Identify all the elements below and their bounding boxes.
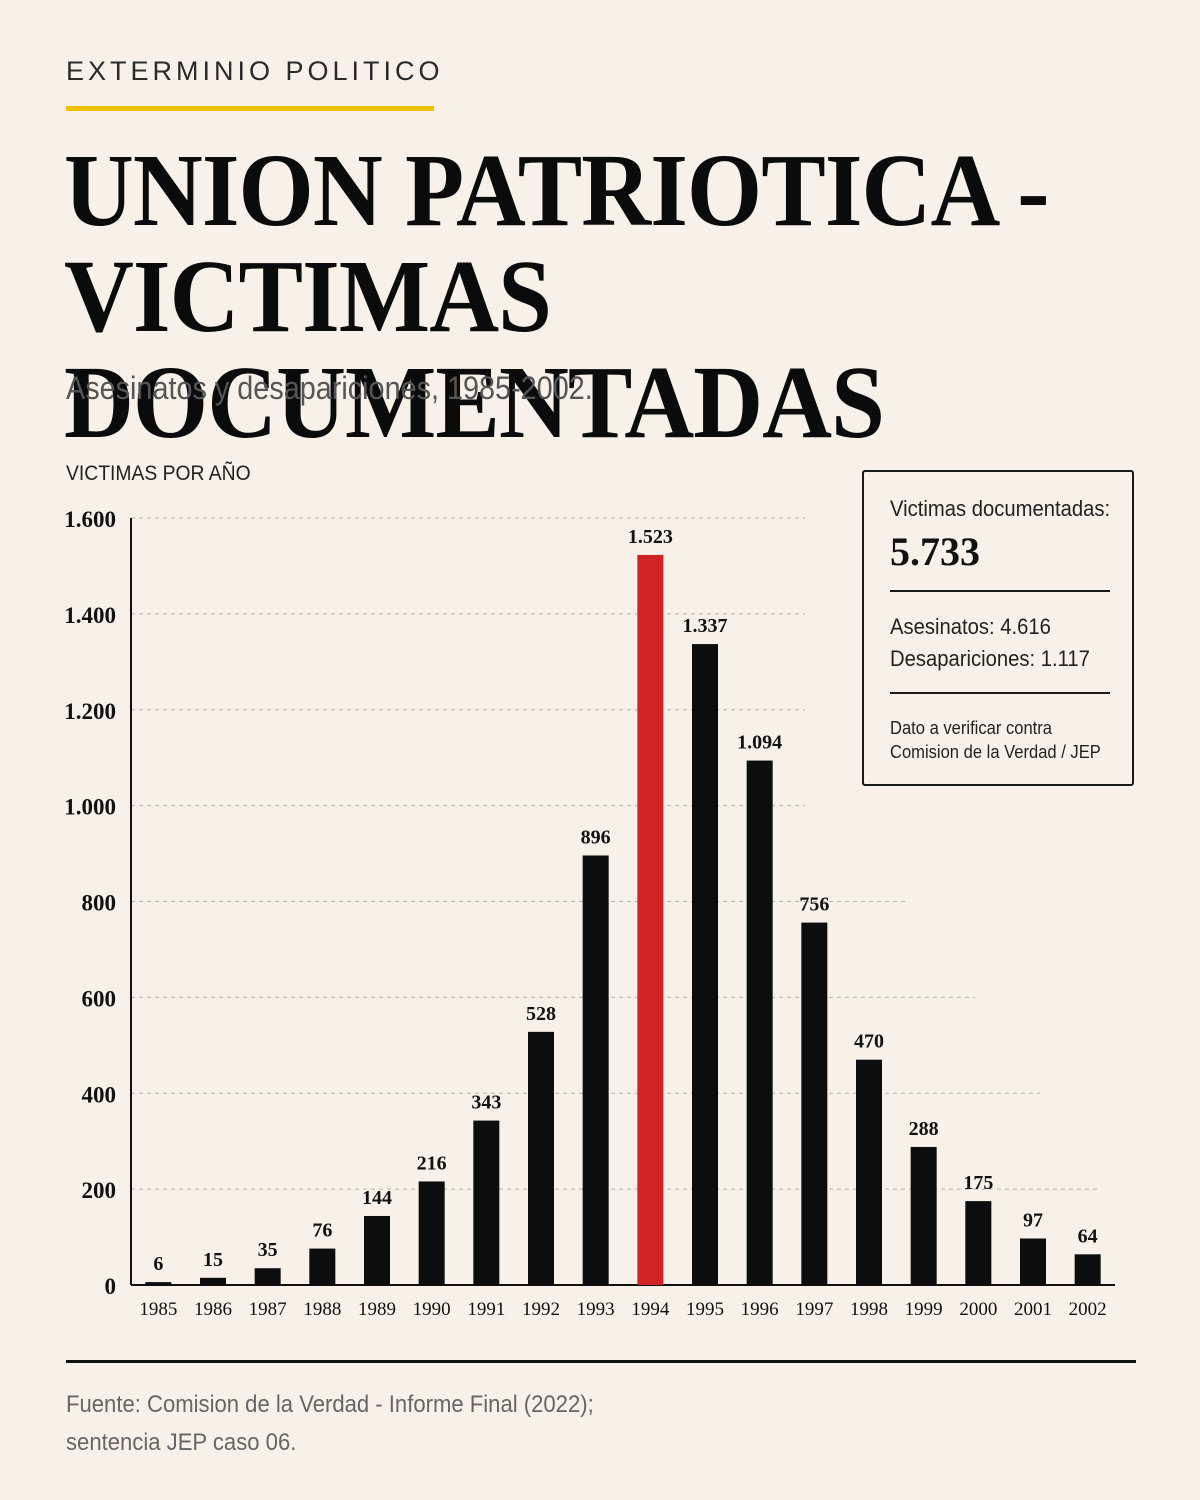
x-tick-label: 1990	[413, 1299, 451, 1320]
y-tick-label: 1.600	[64, 507, 116, 532]
bar	[418, 1181, 445, 1285]
source-note: Fuente: Comision de la Verdad - Informe …	[66, 1386, 594, 1462]
source-line-1: Fuente: Comision de la Verdad - Informe …	[66, 1391, 594, 1418]
x-tick-label: 2002	[1069, 1299, 1107, 1320]
callout-note-line-2: Comision de la Verdad / JEP	[890, 742, 1101, 762]
x-tick-label: 1996	[741, 1299, 779, 1320]
y-tick-label: 400	[82, 1082, 117, 1107]
data-label: 756	[799, 894, 829, 916]
bar	[965, 1201, 992, 1285]
callout-divider	[890, 590, 1110, 592]
x-tick-label: 1986	[194, 1299, 232, 1320]
data-label: 1.523	[628, 526, 673, 548]
data-label: 35	[258, 1239, 278, 1261]
y-tick-label: 1.200	[64, 699, 116, 724]
x-tick-label: 1993	[577, 1299, 615, 1320]
y-axis-label: VICTIMAS POR AÑO	[66, 462, 251, 485]
bar	[1020, 1238, 1046, 1285]
bar	[582, 855, 609, 1285]
x-tick-label: 1998	[850, 1299, 888, 1320]
data-label: 175	[963, 1172, 993, 1194]
data-label: 528	[526, 1003, 556, 1025]
data-label: 288	[909, 1118, 939, 1140]
bar	[254, 1268, 281, 1285]
data-label: 470	[854, 1031, 884, 1053]
callout-total: 5.733	[890, 529, 980, 574]
x-tick-label: 1985	[139, 1299, 177, 1320]
bar	[528, 1031, 554, 1285]
data-label: 97	[1023, 1210, 1043, 1232]
data-label: 76	[312, 1220, 332, 1242]
x-tick-label: 2001	[1014, 1299, 1052, 1320]
data-label: 216	[417, 1152, 447, 1174]
bar	[801, 922, 828, 1285]
source-line-2: sentencia JEP caso 06.	[66, 1429, 297, 1456]
x-tick-label: 1997	[795, 1299, 833, 1320]
bar	[746, 760, 773, 1285]
data-label: 1.094	[737, 732, 782, 754]
data-label: 343	[471, 1092, 501, 1114]
callout-label: Victimas documentadas:	[890, 496, 1111, 521]
y-tick-label: 0	[105, 1274, 117, 1299]
x-tick-label: 2000	[959, 1299, 997, 1320]
x-tick-label: 1994	[631, 1299, 670, 1320]
data-label: 6	[153, 1253, 163, 1275]
data-label: 1.337	[683, 615, 728, 637]
y-tick-label: 1.000	[64, 795, 116, 820]
x-tick-label: 1991	[467, 1299, 505, 1320]
y-tick-label: 600	[82, 986, 117, 1011]
bar	[856, 1059, 882, 1285]
callout-divider	[890, 692, 1110, 694]
subtitle: Asesinatos y desapariciones, 1985-2002.	[66, 370, 593, 406]
data-label: 144	[362, 1187, 392, 1209]
callout-murders: Asesinatos: 4.616	[890, 614, 1051, 639]
page-title: UNION PATRIOTICA - VICTIMAS DOCUMENTADAS	[64, 138, 1087, 456]
callout-note-line-1: Dato a verificar contra	[890, 718, 1052, 738]
y-tick-label: 800	[82, 891, 117, 916]
title-line-2: VICTIMAS DOCUMENTADAS	[64, 239, 885, 460]
data-label: 15	[203, 1249, 223, 1271]
bar	[1074, 1254, 1101, 1285]
footer-divider	[66, 1360, 1136, 1363]
bar	[473, 1120, 500, 1285]
title-line-1: UNION PATRIOTICA -	[64, 133, 1049, 248]
bar	[692, 644, 718, 1285]
x-tick-label: 1995	[686, 1299, 724, 1320]
bar	[637, 554, 664, 1285]
data-label: 896	[581, 826, 611, 848]
bar	[364, 1215, 390, 1285]
x-tick-label: 1992	[522, 1299, 560, 1320]
total-callout-box: Victimas documentadas: 5.733 Asesinatos:…	[862, 470, 1134, 786]
bar	[309, 1248, 336, 1285]
kicker-accent-rule	[66, 106, 434, 111]
x-tick-label: 1987	[249, 1299, 287, 1320]
bar	[200, 1277, 226, 1285]
callout-disappearances: Desapariciones: 1.117	[890, 646, 1090, 671]
bar	[145, 1282, 172, 1285]
bar	[910, 1146, 937, 1285]
x-tick-label: 1988	[303, 1299, 341, 1320]
x-tick-label: 1989	[358, 1299, 396, 1320]
data-label: 64	[1078, 1225, 1098, 1247]
y-tick-label: 1.400	[64, 603, 116, 628]
x-tick-label: 1999	[905, 1299, 943, 1320]
kicker: EXTERMINIO POLITICO	[66, 56, 444, 86]
y-tick-label: 200	[82, 1178, 117, 1203]
